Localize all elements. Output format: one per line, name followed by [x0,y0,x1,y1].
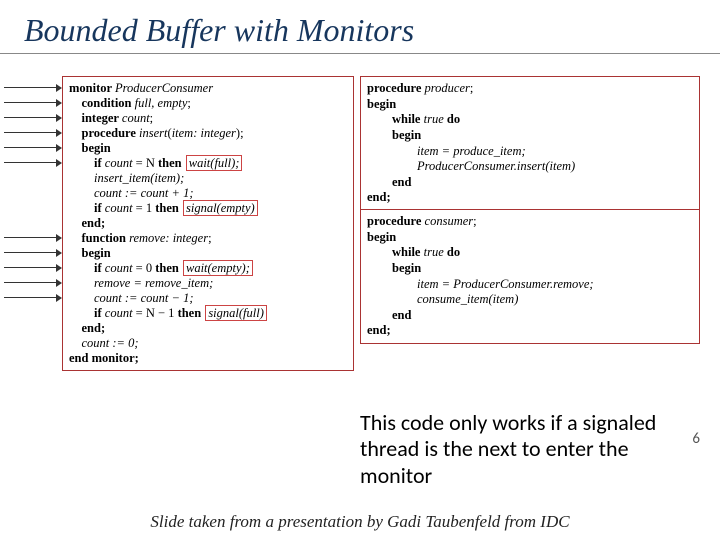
arrow-icon [0,230,62,245]
code-line: insert_item(item); [69,171,347,186]
arrow-icon [0,260,62,275]
code-line: condition full, empty; [69,96,347,111]
code-line: end monitor; [69,351,347,366]
code-line: begin [69,246,347,261]
slide-title: Bounded Buffer with Monitors [0,0,720,54]
code-line: procedure consumer; [367,214,693,230]
producer-code-box: procedure producer;begin while true do b… [360,76,700,211]
monitor-code-box: monitor ProducerConsumer condition full,… [62,76,354,371]
arrow-icon [0,95,62,110]
consumer-code-box: procedure consumer;begin while true do b… [360,209,700,344]
code-line: end; [69,321,347,336]
code-line: if count = N − 1 then signal(full) [69,306,347,321]
code-line: begin [367,261,693,277]
code-line: consume_item(item) [367,292,693,308]
code-line: procedure insert(item: integer); [69,126,347,141]
arrow-icon [0,140,62,155]
code-line: end; [367,323,693,339]
code-line: while true do [367,112,693,128]
code-line: count := count + 1; [69,186,347,201]
code-line: ProducerConsumer.insert(item) [367,159,693,175]
credit-line: Slide taken from a presentation by Gadi … [0,512,720,532]
arrow-icon [0,245,62,260]
arrow-icon [0,80,62,95]
arrow-icon [0,290,62,305]
code-line: end; [367,190,693,206]
code-line: end [367,175,693,191]
code-line: begin [69,141,347,156]
code-line: monitor ProducerConsumer [69,81,347,96]
arrow-icon [0,275,62,290]
code-line: begin [367,128,693,144]
code-line: remove = remove_item; [69,276,347,291]
code-line: end; [69,216,347,231]
arrow-column [0,80,62,305]
code-line: end [367,308,693,324]
code-line: item = ProducerConsumer.remove; [367,277,693,293]
code-line: function remove: integer; [69,231,347,246]
page-number: 6 [692,430,700,448]
code-line: procedure producer; [367,81,693,97]
note-text: This code only works if a signaled threa… [360,410,700,489]
code-line: integer count; [69,111,347,126]
code-line: item = produce_item; [367,144,693,160]
code-line: count := 0; [69,336,347,351]
arrow-icon [0,110,62,125]
content-area: monitor ProducerConsumer condition full,… [0,62,720,482]
code-line: begin [367,97,693,113]
code-line: if count = 1 then signal(empty) [69,201,347,216]
arrow-icon [0,125,62,140]
arrow-icon [0,155,62,170]
code-line: if count = 0 then wait(empty); [69,261,347,276]
code-line: if count = N then wait(full); [69,156,347,171]
code-line: begin [367,230,693,246]
code-line: while true do [367,245,693,261]
code-line: count := count − 1; [69,291,347,306]
